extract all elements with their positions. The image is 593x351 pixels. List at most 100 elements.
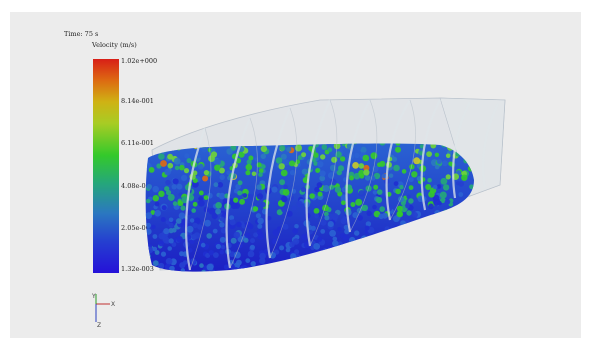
particle xyxy=(219,249,225,255)
particle xyxy=(420,240,427,246)
particle xyxy=(433,233,440,240)
particle xyxy=(410,242,417,248)
particle xyxy=(158,153,165,160)
particle xyxy=(400,266,406,272)
particle xyxy=(419,220,427,228)
particle xyxy=(352,212,359,219)
particle xyxy=(385,261,392,267)
particle xyxy=(233,197,239,203)
particle xyxy=(179,251,184,257)
particle xyxy=(290,253,297,260)
particle xyxy=(180,205,186,211)
particle xyxy=(373,172,381,180)
particle xyxy=(151,224,156,230)
particle xyxy=(279,179,285,186)
particle xyxy=(191,208,196,213)
particle xyxy=(313,152,319,158)
z-axis-label: Z xyxy=(97,322,101,329)
particle xyxy=(206,263,214,271)
particle xyxy=(340,194,347,201)
particle xyxy=(289,170,296,176)
particle xyxy=(227,198,235,205)
particle xyxy=(443,216,449,222)
particle xyxy=(346,258,353,265)
particle xyxy=(470,198,474,205)
particle xyxy=(470,226,474,232)
particle xyxy=(171,184,177,190)
particle xyxy=(280,169,288,177)
particle xyxy=(327,246,334,254)
particle xyxy=(406,194,411,199)
particle xyxy=(235,183,241,190)
particle xyxy=(382,259,389,266)
particle xyxy=(331,261,339,269)
particle xyxy=(256,184,262,190)
particle xyxy=(386,258,394,266)
particle xyxy=(259,257,266,265)
particle xyxy=(459,250,465,257)
particle xyxy=(401,248,408,254)
particle xyxy=(322,248,328,253)
particle xyxy=(301,152,307,158)
particle xyxy=(337,165,345,172)
particle xyxy=(438,213,444,220)
particle xyxy=(458,192,464,197)
particle xyxy=(355,143,363,148)
particle xyxy=(205,253,211,258)
axis-triad: X Y Z xyxy=(91,293,115,329)
particle xyxy=(197,199,205,207)
particle xyxy=(416,176,422,182)
particle xyxy=(288,195,294,201)
particle xyxy=(158,240,165,247)
particle xyxy=(436,184,442,189)
particle xyxy=(408,198,414,204)
particle xyxy=(390,259,398,266)
particle xyxy=(354,268,361,272)
particle xyxy=(256,229,262,235)
particle xyxy=(388,173,394,178)
particle xyxy=(253,232,259,238)
particle xyxy=(314,213,319,219)
particle xyxy=(176,218,182,224)
particle xyxy=(167,162,174,169)
particle xyxy=(244,232,251,239)
particle xyxy=(322,185,330,192)
particle xyxy=(401,169,407,174)
particle xyxy=(266,216,272,221)
particle xyxy=(360,235,368,242)
particle xyxy=(361,204,369,212)
particle xyxy=(452,216,459,223)
particle xyxy=(437,200,442,206)
particle xyxy=(178,212,186,219)
particle xyxy=(413,245,421,253)
particle xyxy=(425,184,432,190)
particle xyxy=(439,191,447,199)
particle xyxy=(390,249,397,256)
particle xyxy=(146,184,152,190)
particle xyxy=(464,253,470,259)
particle xyxy=(210,269,216,272)
particle xyxy=(165,257,173,265)
particle xyxy=(341,270,348,272)
particle xyxy=(307,258,315,266)
particle xyxy=(211,213,218,220)
particle xyxy=(423,239,429,244)
particle xyxy=(423,230,430,237)
particle xyxy=(378,237,384,242)
particle xyxy=(198,190,204,196)
particle xyxy=(390,240,397,247)
particle xyxy=(258,168,264,174)
particle xyxy=(467,205,474,213)
particle xyxy=(219,236,226,243)
particle xyxy=(419,234,426,241)
particle xyxy=(319,170,326,177)
particle xyxy=(436,227,442,233)
particle xyxy=(413,228,420,235)
particle xyxy=(434,152,440,157)
particle xyxy=(413,157,421,165)
particle xyxy=(220,227,227,234)
particle xyxy=(442,160,448,167)
particle xyxy=(432,184,438,190)
particle xyxy=(163,228,170,235)
particle xyxy=(208,207,216,215)
